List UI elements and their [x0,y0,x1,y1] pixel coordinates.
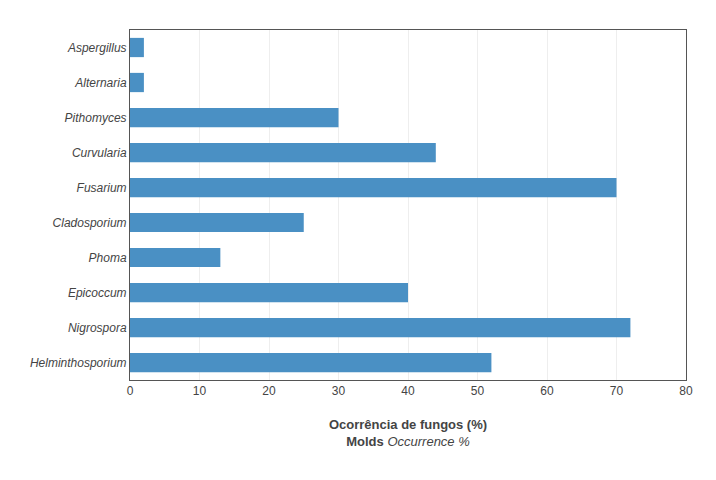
svg-text:20: 20 [262,384,276,398]
svg-text:0: 0 [127,384,134,398]
svg-text:80: 80 [679,384,693,398]
svg-text:Curvularia: Curvularia [72,146,127,160]
svg-text:Aspergillus: Aspergillus [67,41,127,55]
svg-text:Helminthosporium: Helminthosporium [30,356,127,370]
svg-text:10: 10 [193,384,207,398]
svg-text:70: 70 [610,384,624,398]
svg-text:Ocorrência de fungos (%)Molds: Ocorrência de fungos (%)Molds Occurrence… [329,417,487,449]
svg-text:40: 40 [401,384,415,398]
svg-text:Fusarium: Fusarium [77,181,127,195]
svg-text:30: 30 [332,384,346,398]
svg-text:60: 60 [540,384,554,398]
svg-text:Phoma: Phoma [89,251,127,265]
svg-text:Nigrospora: Nigrospora [68,321,127,335]
svg-text:50: 50 [471,384,485,398]
svg-text:Cladosporium: Cladosporium [53,216,127,230]
svg-text:Pithomyces: Pithomyces [65,111,127,125]
svg-text:Alternaria: Alternaria [74,76,127,90]
svg-text:Epicoccum: Epicoccum [68,286,127,300]
